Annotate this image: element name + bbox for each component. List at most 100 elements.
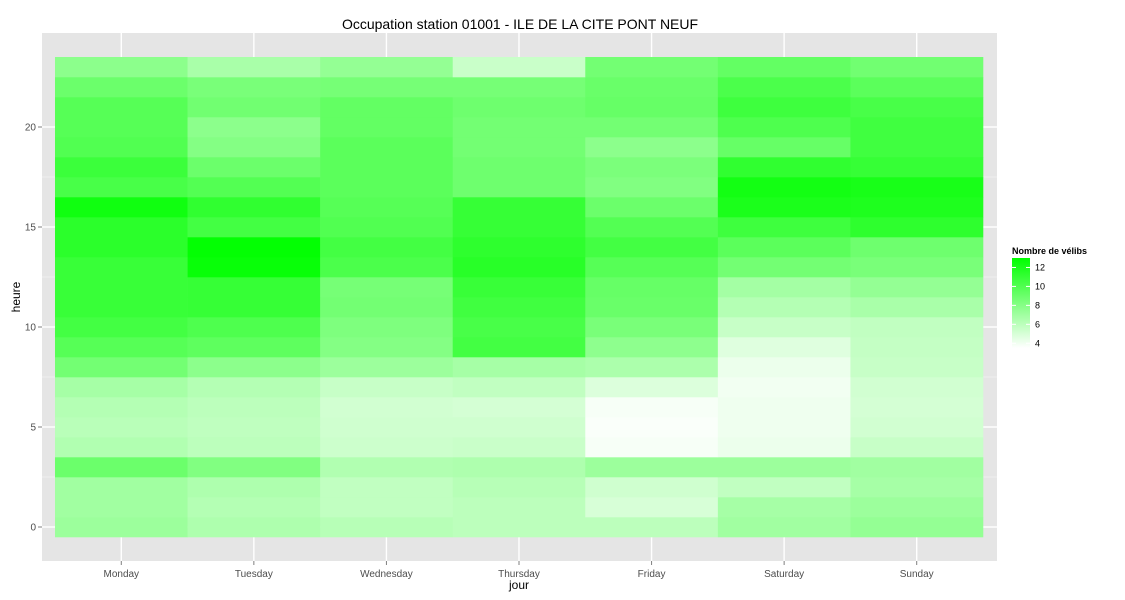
y-axis-title: heure [9,281,23,312]
heatmap-tile [320,417,454,438]
legend-tick-label: 6 [1035,319,1040,329]
y-tick-label: 5 [30,423,36,434]
heatmap-tile [585,437,719,458]
heatmap-tile [55,137,188,158]
heatmap-tile [585,317,719,338]
heatmap-tile [187,317,321,338]
heatmap-tile [850,357,984,378]
heatmap-tile [452,57,586,78]
heatmap-tile [452,237,586,258]
heatmap-tile [55,317,188,338]
heatmap-tile [55,277,188,298]
heatmap-tile [850,137,984,158]
heatmap-tile [452,377,586,398]
heatmap-tile [850,237,984,258]
x-axis-title: jour [508,578,529,592]
heatmap-tile [717,457,851,478]
color-legend: Nombre de vélibs 4 6 8 10 12 [1012,246,1087,348]
heatmap-tile [452,137,586,158]
heatmap-tile [187,477,321,498]
heatmap-tile [717,157,851,178]
legend-ticks: 4 6 8 10 12 [1012,262,1045,348]
x-tick-label: Tuesday [235,569,273,580]
x-tick-label: Thursday [498,569,540,580]
heatmap-tile [850,397,984,418]
heatmap-tile [585,197,719,218]
heatmap-tile [55,397,188,418]
heatmap-tile [452,177,586,198]
heatmap-tile [585,297,719,318]
heatmap-tile [452,397,586,418]
heatmap-tile [850,257,984,278]
heatmap-tile [850,437,984,458]
heatmap-tile [585,277,719,298]
heatmap-tile [585,377,719,398]
heatmap-tile [717,97,851,118]
heatmap-tile [55,437,188,458]
heatmap-tile [717,517,851,538]
heatmap-tile [850,517,984,538]
heatmap-tile [452,217,586,238]
heatmap-tile [187,197,321,218]
heatmap-tile [55,457,188,478]
heatmap-tile [55,97,188,118]
heatmap-tile [320,77,454,98]
heatmap-tile [850,57,984,78]
heatmap-tile [850,157,984,178]
heatmap-tile [320,237,454,258]
heatmap-tile [320,317,454,338]
heatmap-tile [717,217,851,238]
heatmap-tile [717,397,851,418]
heatmap-tile [585,257,719,278]
heatmap-tile [452,77,586,98]
heatmap-tile [850,77,984,98]
heatmap-tile [187,297,321,318]
heatmap-tile [717,357,851,378]
heatmap-tile [452,477,586,498]
heatmap-tile [585,137,719,158]
heatmap-tile [717,377,851,398]
y-tick-label: 0 [30,523,36,534]
chart-title: Occupation station 01001 - ILE DE LA CIT… [342,16,698,32]
legend-tick-label: 4 [1035,338,1040,348]
heatmap-tile [452,517,586,538]
heatmap-tile [452,277,586,298]
heatmap-tile [187,177,321,198]
heatmap-tile [55,57,188,78]
heatmap-tile [585,97,719,118]
heatmap-tile [850,177,984,198]
heatmap-tile [452,117,586,138]
heatmap-tile [55,217,188,238]
heatmap-tile [717,237,851,258]
heatmap-tile [585,457,719,478]
heatmap-tile [452,157,586,178]
x-tick-label: Monday [103,569,139,580]
heatmap-tile [187,57,321,78]
legend-tick-label: 8 [1035,300,1040,310]
heatmap-tile [717,137,851,158]
heatmap-tile [585,417,719,438]
y-tick-label: 10 [25,323,37,334]
heatmap-tile [320,257,454,278]
heatmap-tile [717,417,851,438]
heatmap-tile [717,497,851,518]
heatmap-tile [850,197,984,218]
heatmap-tile [320,457,454,478]
heatmap-tile [850,117,984,138]
heatmap-tile [585,237,719,258]
heatmap-tile [187,217,321,238]
y-tick-label: 20 [25,123,37,134]
heatmap-tile [717,257,851,278]
heatmap-tile [585,217,719,238]
heatmap-tile [585,177,719,198]
heatmap-tile [452,357,586,378]
heatmap-tile [850,337,984,358]
heatmap-tile [55,357,188,378]
heatmap-tile [320,517,454,538]
heatmap-tile [320,357,454,378]
heatmap-tile [320,137,454,158]
heatmap-tile [452,457,586,478]
heatmap-tile [585,57,719,78]
heatmap-tile [320,377,454,398]
heatmap-tile [717,437,851,458]
